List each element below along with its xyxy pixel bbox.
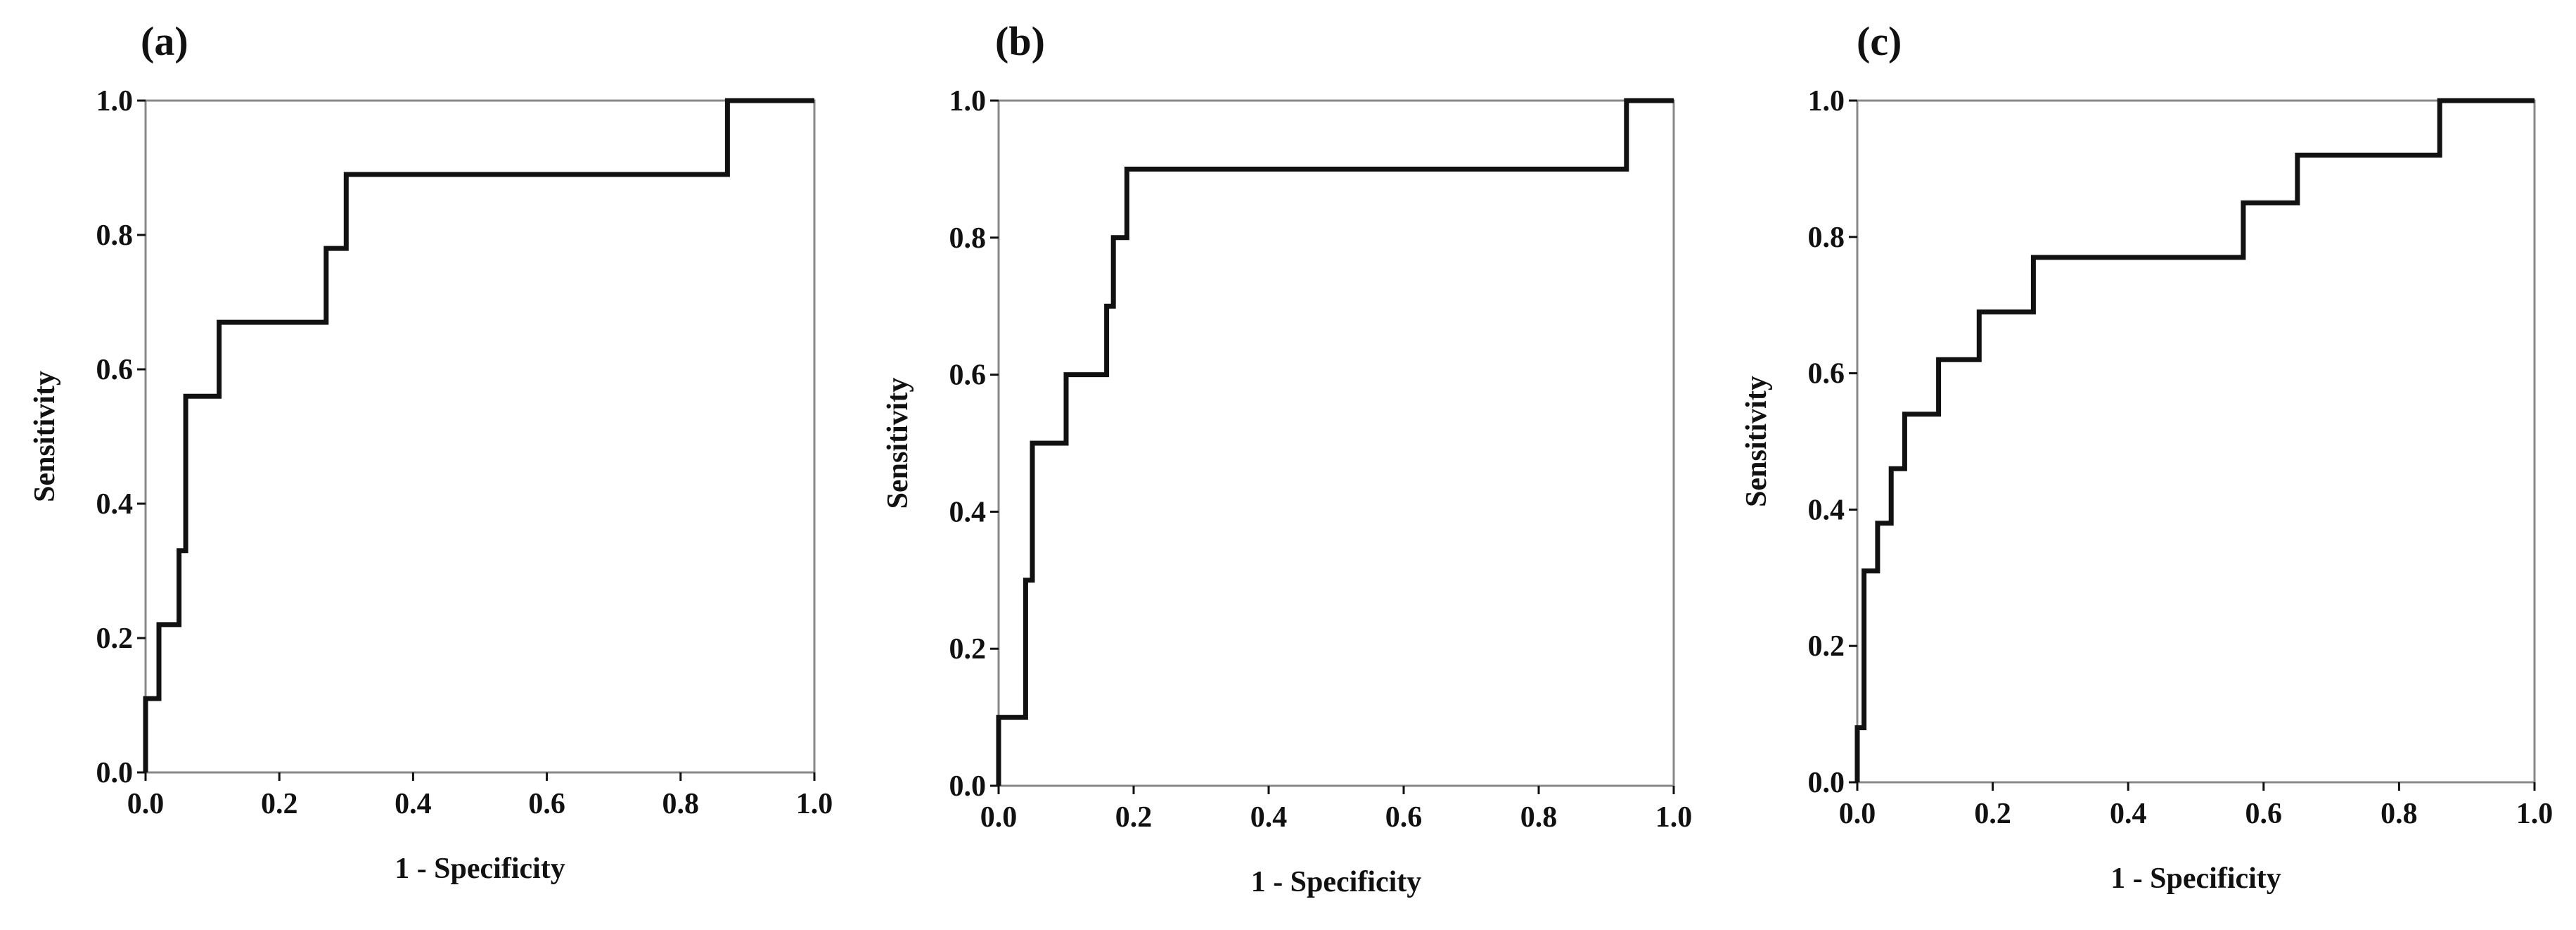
x-tick-label: 0.4 <box>395 788 432 820</box>
y-tick-label: 0.2 <box>1808 630 1845 663</box>
y-axis-title: Sensitivity <box>882 378 914 509</box>
x-tick-label: 0.2 <box>261 788 298 820</box>
y-tick-label: 0.0 <box>949 770 987 803</box>
y-tick-label: 0.2 <box>96 623 134 655</box>
y-tick-label: 0.4 <box>1808 494 1845 526</box>
x-tick-label: 0.0 <box>1839 798 1876 830</box>
x-tick-label: 0.4 <box>1250 801 1288 834</box>
x-tick-label: 0.0 <box>127 788 165 820</box>
y-tick-label: 0.0 <box>96 757 134 789</box>
x-tick-label: 0.8 <box>2380 798 2418 830</box>
x-tick-label: 0.8 <box>662 788 700 820</box>
y-tick-label: 0.2 <box>949 633 987 665</box>
x-tick-label: 1.0 <box>2516 798 2553 830</box>
y-tick-label: 0.4 <box>949 496 987 528</box>
plot-frame <box>144 99 816 774</box>
panel-label: (b) <box>995 18 1045 64</box>
y-axis-title: Sensitivity <box>1741 376 1773 507</box>
x-tick-label: 0.6 <box>528 788 565 820</box>
plot-frame <box>997 99 1675 787</box>
y-axis-title: Sensitivity <box>29 371 61 502</box>
y-tick-label: 1.0 <box>949 85 987 117</box>
y-tick-label: 0.6 <box>1808 358 1845 390</box>
x-tick-label: 0.0 <box>980 801 1018 834</box>
x-tick-label: 0.4 <box>2110 798 2147 830</box>
x-tick-label: 0.6 <box>2245 798 2283 830</box>
y-tick-label: 1.0 <box>96 85 134 117</box>
roc-panel-1: (a) 0.0 0.2 0.4 0.6 0.8 1.0 0.0 0.2 0.4 0.6 0.8 1.0 1… <box>29 18 833 885</box>
panel-label: (c) <box>1857 18 1902 64</box>
x-tick-label: 0.8 <box>1520 801 1558 834</box>
x-tick-label: 1.0 <box>796 788 833 820</box>
roc-panel-3: (c) 0.0 0.2 0.4 0.6 0.8 1.0 0.0 0.2 0.4 0.6 0.8 1.0 1… <box>1741 18 2553 895</box>
x-tick-label: 0.6 <box>1385 801 1423 834</box>
y-tick-label: 0.8 <box>96 219 134 252</box>
y-tick-label: 0.8 <box>949 222 987 255</box>
x-tick-label: 1.0 <box>1655 801 1693 834</box>
x-tick-label: 0.2 <box>1115 801 1153 834</box>
roc-curve-line <box>1854 98 2535 782</box>
y-tick-label: 0.6 <box>96 354 134 386</box>
roc-panel-2: (b) 0.0 0.2 0.4 0.6 0.8 1.0 0.0 0.2 0.4 0.6 0.8 1.0 1… <box>882 18 1692 898</box>
x-axis-title: 1 - Specificity <box>2110 862 2281 895</box>
y-tick-label: 0.4 <box>96 488 134 521</box>
y-tick-label: 0.0 <box>1808 767 1845 799</box>
y-tick-label: 0.8 <box>1808 222 1845 254</box>
plot-frame <box>1856 99 2536 784</box>
x-axis-title: 1 - Specificity <box>1251 866 1422 898</box>
y-tick-label: 1.0 <box>1808 85 1845 117</box>
x-tick-label: 0.2 <box>1974 798 2011 830</box>
roc-curve-line <box>143 98 814 772</box>
roc-curve-line <box>996 98 1674 786</box>
y-tick-label: 0.6 <box>949 359 987 392</box>
x-axis-title: 1 - Specificity <box>395 853 565 885</box>
panel-label: (a) <box>141 18 188 64</box>
